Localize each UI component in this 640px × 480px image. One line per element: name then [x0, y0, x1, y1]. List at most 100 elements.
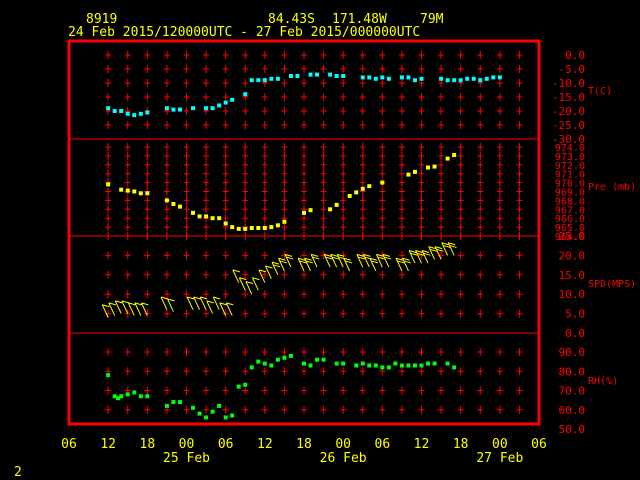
station-latitude: 84.43S: [268, 12, 315, 27]
grid-cross: [359, 386, 366, 395]
grid-cross: [398, 196, 405, 205]
wind-axis-label: SPD(MPS): [588, 279, 636, 290]
grid-cross: [516, 93, 523, 101]
grid-cross: [438, 121, 445, 129]
pressure-point: [171, 201, 176, 206]
grid-cross: [516, 367, 523, 376]
wind-barb: [447, 242, 457, 256]
x-tick-label: 06: [375, 437, 391, 452]
temperature-point: [230, 97, 235, 102]
wind-barb: [264, 265, 273, 279]
grid-cross: [183, 270, 190, 279]
grid-cross: [320, 178, 327, 187]
humidity-tick-label: 90.0: [559, 346, 586, 359]
grid-cross: [203, 386, 210, 395]
grid-cross: [379, 93, 386, 101]
x-tick-label: 06: [218, 437, 234, 452]
grid-cross: [379, 214, 386, 223]
x-tick-label: 00: [179, 437, 195, 452]
grid-cross: [438, 386, 445, 395]
grid-cross: [379, 160, 386, 169]
temperature-point: [399, 75, 404, 80]
humidity-tick-label: 50.0: [559, 423, 586, 436]
plot-frame: [67, 39, 541, 426]
grid-cross: [359, 160, 366, 169]
grid-cross: [418, 65, 425, 73]
grid-cross: [438, 405, 445, 414]
grid-cross: [163, 367, 170, 376]
grid-cross: [163, 214, 170, 223]
grid-cross: [398, 79, 405, 87]
grid-cross: [124, 205, 131, 214]
grid-cross: [261, 93, 268, 101]
grid-cross: [124, 121, 131, 129]
humidity-point: [217, 403, 222, 408]
grid-cross: [496, 107, 503, 115]
grid-cross: [222, 187, 229, 196]
temperature-point: [275, 76, 280, 81]
grid-cross: [457, 223, 464, 232]
grid-cross: [222, 309, 229, 318]
grid-cross: [398, 121, 405, 129]
temperature-point: [367, 75, 372, 80]
grid-cross: [144, 386, 151, 395]
grid-cross: [379, 309, 386, 318]
temperature-tick-label: -15.0: [552, 91, 585, 104]
grid-cross: [457, 121, 464, 129]
grid-cross: [340, 121, 347, 129]
grid-cross: [144, 223, 151, 232]
grid-cross: [457, 65, 464, 73]
grid-cross: [281, 79, 288, 87]
grid-cross: [144, 65, 151, 73]
humidity-point: [360, 361, 365, 366]
grid-cross: [359, 107, 366, 115]
grid-cross: [301, 151, 307, 160]
pressure-point: [243, 226, 248, 231]
grid-cross: [105, 187, 112, 196]
grid-cross: [516, 196, 523, 205]
grid-cross: [496, 169, 503, 178]
grid-cross: [496, 160, 503, 169]
grid-cross: [340, 405, 347, 414]
grid-cross: [477, 367, 484, 376]
grid-cross: [418, 348, 425, 356]
grid-cross: [242, 214, 249, 223]
pressure-point: [230, 225, 235, 230]
grid-cross: [477, 187, 484, 196]
grid-cross: [124, 178, 131, 187]
y-axis-layer: 0.0-5.0-10.0-15.0-20.0-25.0-30.0T(C)974.…: [552, 49, 636, 436]
temperature-tick-label: -20.0: [552, 105, 585, 118]
pressure-point: [119, 187, 124, 192]
grid-cross: [359, 151, 366, 160]
grid-cross: [124, 169, 131, 178]
grid-cross: [281, 309, 288, 318]
grid-cross: [222, 205, 229, 214]
grid-layer: [105, 51, 523, 414]
grid-cross: [203, 65, 210, 73]
grid-cross: [183, 143, 190, 151]
grid-cross: [477, 386, 484, 395]
grid-cross: [340, 169, 347, 178]
grid-cross: [477, 65, 484, 73]
grid-cross: [379, 270, 386, 279]
grid-cross: [496, 309, 503, 318]
grid-cross: [301, 214, 307, 223]
grid-cross: [398, 51, 405, 59]
grid-cross: [359, 405, 366, 414]
pressure-point: [262, 225, 267, 230]
grid-cross: [301, 51, 307, 59]
wind-barb: [323, 253, 333, 268]
grid-cross: [261, 121, 268, 129]
grid-cross: [281, 405, 288, 414]
grid-cross: [496, 143, 503, 151]
temperature-point: [249, 78, 254, 83]
humidity-point: [171, 400, 176, 405]
humidity-point: [393, 361, 398, 366]
humidity-point: [112, 394, 117, 399]
grid-cross: [359, 79, 366, 87]
grid-cross: [242, 270, 249, 279]
temperature-point: [171, 107, 176, 112]
grid-cross: [183, 151, 190, 160]
grid-cross: [438, 205, 445, 214]
